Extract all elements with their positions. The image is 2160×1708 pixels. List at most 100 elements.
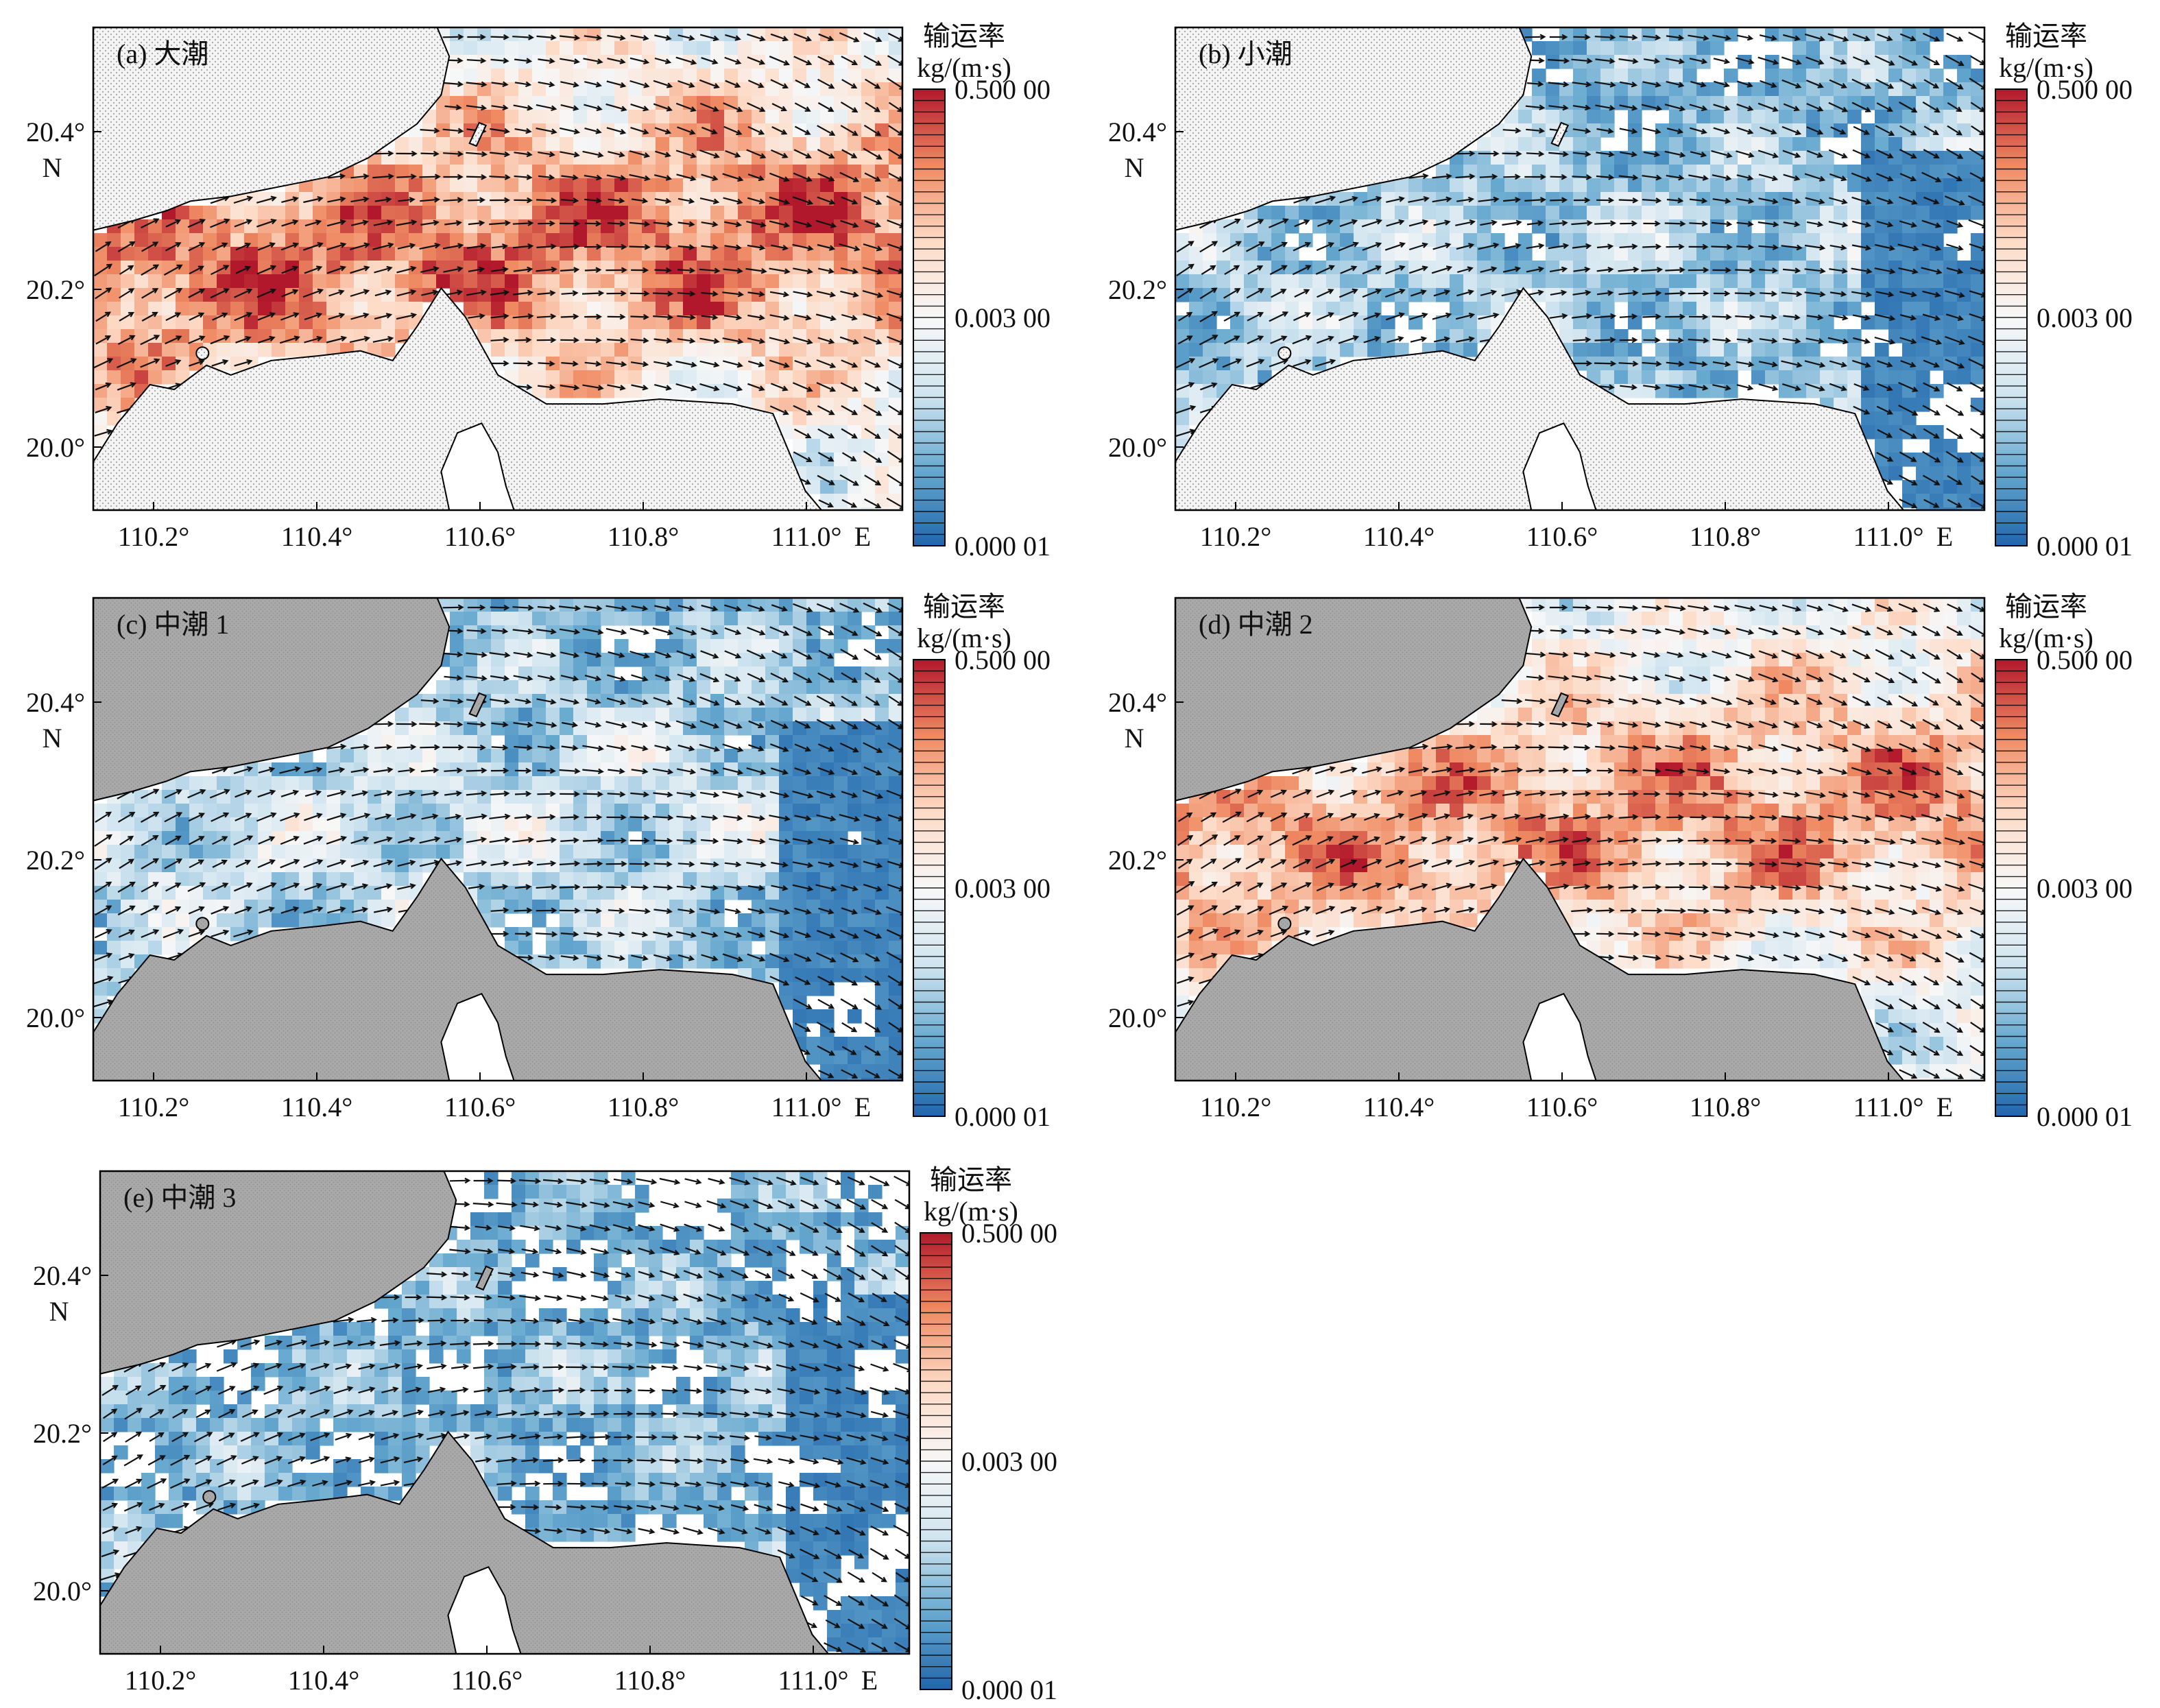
- island: [468, 121, 488, 147]
- colorbar-label: 0.003 00: [955, 302, 1051, 333]
- colorbar-unit: kg/(m·s): [917, 52, 1011, 83]
- colorbar-label: 0.003 00: [2037, 873, 2133, 904]
- map-frame: [92, 597, 904, 1082]
- colorbar-unit: kg/(m·s): [924, 1196, 1018, 1227]
- y-axis-unit: N: [1125, 152, 1144, 183]
- y-tick-label: 20.2°: [26, 274, 85, 305]
- colorbar-label: 0.500 00: [955, 645, 1051, 675]
- y-tick-label: 20.2°: [1108, 274, 1167, 305]
- x-axis-unit: E: [854, 1092, 871, 1122]
- x-tick-label: 110.2°: [118, 1092, 190, 1122]
- y-axis-unit: N: [1125, 723, 1144, 754]
- x-tick-label: 110.6°: [444, 521, 516, 552]
- x-tick-label: 111.0°: [771, 521, 841, 552]
- velocity-arrows: [93, 32, 902, 509]
- colorbar-label: 0.500 00: [955, 74, 1051, 105]
- x-axis-unit: E: [1936, 521, 1953, 552]
- map-frame: [1174, 26, 1986, 512]
- y-axis-unit: N: [49, 1296, 69, 1327]
- map-frame: [1174, 597, 1986, 1082]
- y-tick-label: 20.0°: [1108, 432, 1167, 463]
- x-axis-unit: E: [1936, 1092, 1953, 1122]
- island: [468, 692, 488, 718]
- land-mass: [100, 1171, 830, 1654]
- y-tick-label: 20.2°: [26, 845, 85, 876]
- map-area: [1175, 598, 1984, 1081]
- colorbar-label: 0.500 00: [2037, 74, 2133, 105]
- map-area: [100, 1171, 909, 1654]
- x-tick-label: 110.4°: [288, 1665, 360, 1696]
- colorbar-title: 输运率: [2005, 591, 2087, 622]
- y-tick-label: 20.0°: [26, 1002, 85, 1033]
- y-tick-label: 20.4°: [26, 117, 85, 147]
- colorbar-title: 输运率: [923, 591, 1005, 622]
- y-tick-label: 20.4°: [1108, 687, 1167, 718]
- x-tick-label: 111.0°: [1853, 521, 1923, 552]
- y-tick-label: 20.4°: [33, 1260, 92, 1291]
- colorbar-label: 0.000 01: [2037, 531, 2133, 562]
- island: [475, 1265, 494, 1291]
- x-tick-label: 110.4°: [1363, 1092, 1435, 1122]
- velocity-arrows: [1175, 603, 1984, 1079]
- colorbar-label: 0.000 01: [955, 1101, 1051, 1132]
- land-mass: [93, 598, 823, 1081]
- colorbar-unit: kg/(m·s): [1999, 623, 2093, 653]
- y-tick-label: 20.2°: [33, 1418, 92, 1449]
- colorbar-title: 输运率: [2005, 21, 2087, 51]
- velocity-arrows: [93, 602, 902, 1079]
- map-panel: (e) 中潮 3 110.2° 110.4° 110.6° 110.8° 111.0° E 2…: [33, 1164, 1057, 1705]
- x-tick-label: 110.6°: [451, 1665, 523, 1696]
- x-tick-label: 110.8°: [1690, 521, 1762, 552]
- panel-title: (a) 大潮: [117, 38, 208, 69]
- panel-title: (d) 中潮 2: [1199, 609, 1313, 640]
- velocity-arrows: [100, 1175, 909, 1652]
- map-panel: (b) 小潮 110.2° 110.4° 110.6° 110.8° 111.0° E 20.…: [1108, 21, 2133, 562]
- map-panel: (c) 中潮 1 110.2° 110.4° 110.6° 110.8° 111.0° E 2…: [26, 591, 1051, 1132]
- colorbar-label: 0.003 00: [961, 1446, 1057, 1477]
- colorbar-unit: kg/(m·s): [1999, 52, 2093, 83]
- x-tick-label: 110.6°: [1526, 1092, 1598, 1122]
- island: [202, 1490, 217, 1504]
- x-tick-label: 110.8°: [608, 1092, 680, 1122]
- x-tick-label: 110.2°: [1200, 521, 1272, 552]
- island: [1550, 121, 1570, 147]
- colorbar-label: 0.000 01: [955, 531, 1051, 562]
- y-tick-label: 20.2°: [1108, 845, 1167, 876]
- colorbar-label: 0.000 01: [2037, 1101, 2133, 1132]
- island: [195, 346, 210, 361]
- y-tick-label: 20.4°: [1108, 117, 1167, 147]
- island: [195, 917, 210, 931]
- map-area: [1175, 27, 1984, 510]
- colorbar-title: 输运率: [930, 1164, 1012, 1195]
- x-tick-label: 110.4°: [281, 1092, 353, 1122]
- x-tick-label: 110.2°: [118, 521, 190, 552]
- x-tick-label: 110.2°: [125, 1665, 197, 1696]
- map-frame: [99, 1170, 911, 1655]
- map-panel: (a) 大潮 110.2° 110.4° 110.6° 110.8° 111.0° E 20.…: [26, 21, 1051, 562]
- x-tick-label: 111.0°: [778, 1665, 848, 1696]
- x-tick-label: 110.6°: [1526, 521, 1598, 552]
- colorbar-title: 输运率: [923, 21, 1005, 51]
- y-tick-label: 20.0°: [26, 432, 85, 463]
- x-tick-label: 110.8°: [608, 521, 680, 552]
- map-area: [93, 598, 902, 1081]
- y-axis-unit: N: [43, 723, 62, 754]
- x-tick-label: 110.8°: [1690, 1092, 1762, 1122]
- velocity-arrows: [1175, 32, 1984, 509]
- panel-title: (c) 中潮 1: [117, 609, 229, 640]
- x-axis-unit: E: [854, 521, 871, 552]
- x-tick-label: 110.4°: [281, 521, 353, 552]
- y-tick-label: 20.4°: [26, 687, 85, 718]
- land-mass: [1175, 598, 1905, 1081]
- colorbar-label: 0.000 01: [961, 1674, 1057, 1705]
- y-tick-label: 20.0°: [1108, 1002, 1167, 1033]
- panel-title: (e) 中潮 3: [123, 1182, 236, 1213]
- land-mass: [1175, 27, 1905, 510]
- x-axis-unit: E: [861, 1665, 878, 1696]
